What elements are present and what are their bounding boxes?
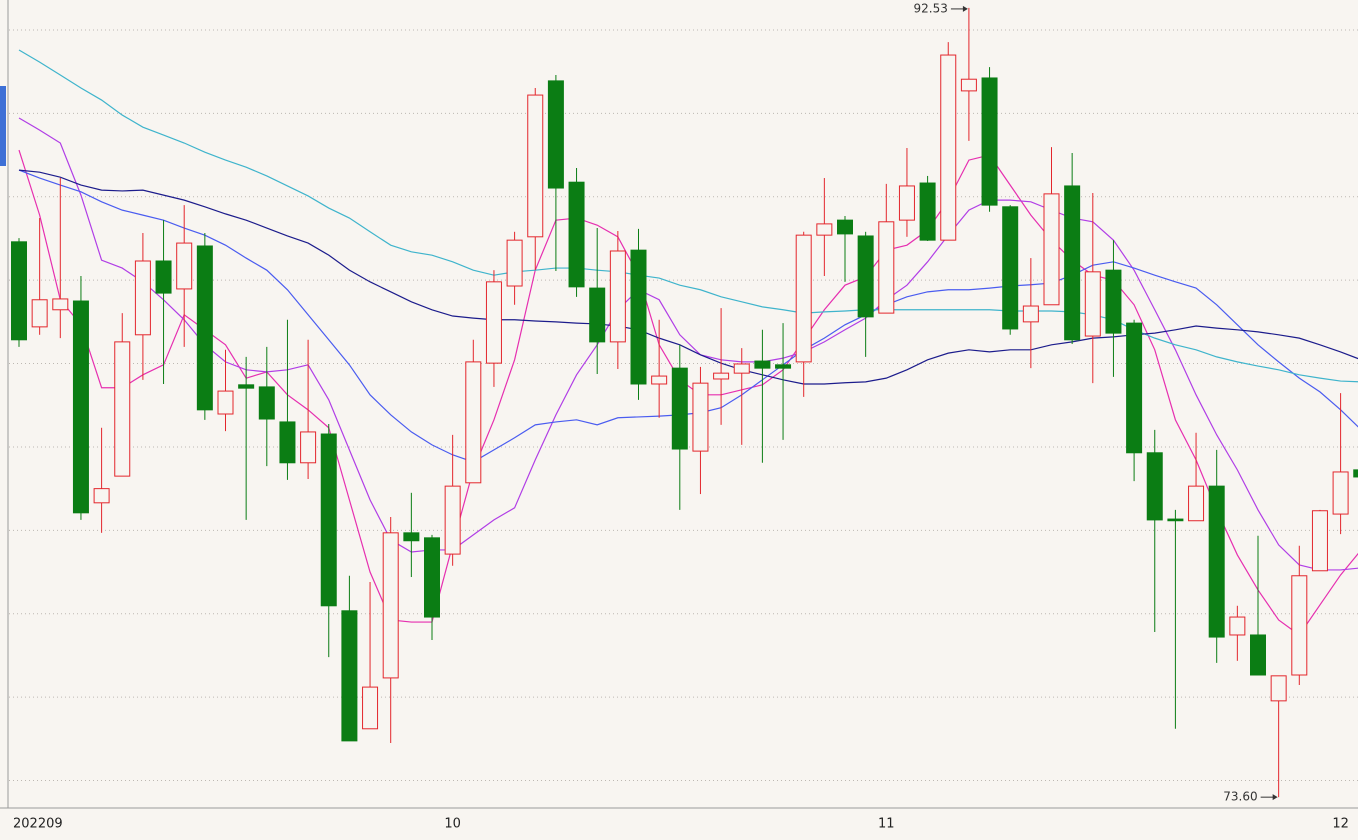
extreme-label: 92.53 (914, 1, 948, 15)
candle-body (692, 382, 709, 452)
candle-body (1146, 452, 1163, 521)
candle-body (568, 181, 585, 288)
x-tick-label: 12 (1332, 817, 1349, 832)
candle-body (485, 281, 502, 364)
candle-body (898, 185, 915, 221)
candle-body (52, 298, 69, 311)
moving-average-line (18, 149, 1358, 636)
candle-body (506, 239, 523, 287)
candle-body (1126, 322, 1143, 454)
candle-body (1084, 271, 1101, 337)
candle-body (940, 54, 957, 241)
candle-body (11, 241, 27, 341)
candle-body (857, 235, 874, 318)
x-axis: 202209 10 11 12 (13, 817, 1349, 832)
candle-body (279, 421, 296, 464)
candle-body (1291, 575, 1308, 676)
candle-body (589, 287, 606, 343)
candle-body (155, 260, 172, 294)
candle-body (609, 250, 626, 343)
candle-body (382, 532, 399, 679)
candle-body (1167, 518, 1184, 522)
candle-body (196, 245, 213, 411)
candle-body (31, 299, 48, 328)
candle-body (671, 367, 688, 450)
candle-body (981, 77, 998, 206)
annotation-layer: 92.53 73.60 (914, 1, 1278, 804)
candle-body (1002, 206, 1019, 330)
candle-body (403, 532, 420, 542)
candle-layer (11, 7, 1358, 798)
candle-body (754, 360, 771, 369)
candle-body (1188, 485, 1205, 522)
candle-body (1353, 469, 1358, 478)
candle-body (960, 78, 977, 92)
candle-body (1229, 616, 1246, 636)
candle-body (176, 242, 193, 290)
candle-body (837, 219, 853, 235)
candle-body (713, 372, 730, 380)
candle-body (1022, 305, 1039, 323)
candle-body (1311, 510, 1328, 572)
candle-body (1105, 269, 1122, 334)
candle-body (238, 384, 255, 389)
candle-body (1250, 634, 1266, 676)
candle-body (651, 375, 668, 385)
candle-body (93, 488, 110, 504)
candle-body (465, 361, 482, 484)
candle-body (1270, 675, 1287, 702)
candle-body (1064, 185, 1081, 341)
candle-body (733, 363, 750, 374)
candle-body (795, 234, 812, 363)
candle-body (547, 80, 564, 189)
moving-average-line (18, 117, 1358, 571)
candle-body (258, 386, 275, 420)
x-tick-label: 11 (878, 817, 895, 832)
candle-body (527, 94, 544, 238)
candle-body (424, 537, 440, 618)
candle-body (341, 610, 358, 742)
candle-body (320, 433, 337, 607)
candle-body (816, 223, 833, 236)
candle-body (1332, 471, 1349, 515)
candle-body (72, 300, 89, 514)
candle-body (217, 390, 234, 415)
candle-body (114, 341, 131, 477)
candle-body (1208, 485, 1225, 638)
candle-body (134, 260, 151, 336)
candle-body (630, 249, 647, 385)
side-tab (0, 86, 6, 166)
extreme-arrowhead (1272, 794, 1278, 801)
extreme-arrowhead (962, 5, 968, 12)
moving-average-line (18, 169, 1358, 463)
x-tick-label: 202209 (13, 817, 63, 832)
candle-body (1043, 193, 1060, 306)
candle-body (444, 485, 461, 555)
candle-body (775, 364, 792, 369)
candle-body (300, 431, 317, 464)
candle-body (362, 686, 379, 730)
extreme-label: 73.60 (1223, 790, 1257, 804)
x-tick-label: 10 (444, 817, 461, 832)
candle-body (919, 182, 936, 241)
candle-body (878, 221, 895, 314)
